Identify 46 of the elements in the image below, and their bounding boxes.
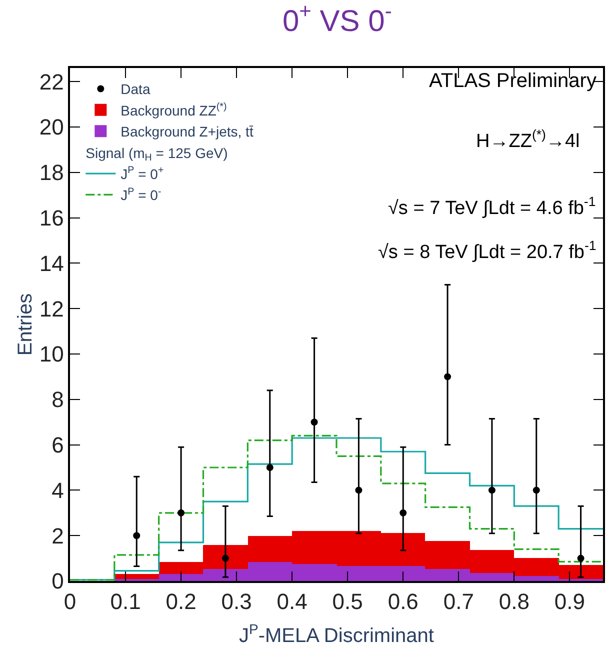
chart-title: 0$^{+}$ VS 0$^{-}$ — [282, 0, 392, 38]
point — [310, 418, 318, 426]
y-tick-label: 18 — [39, 160, 64, 186]
x-tick-label: 0.3 — [221, 589, 252, 614]
annotation: H→ZZ$^{(*)}$→4l — [476, 127, 580, 152]
point — [222, 554, 229, 562]
bar — [114, 574, 159, 579]
x-axis-title: J$^{P}$-MELA Discriminant — [239, 620, 434, 648]
y-tick-label: 10 — [39, 342, 64, 367]
x-tick-label: 0.9 — [554, 589, 585, 614]
point — [400, 509, 407, 516]
y-tick-label: 16 — [39, 206, 64, 231]
annotation: Signal (m$_{H}$ = 125 GeV) — [86, 144, 228, 164]
y-tick-label: 20 — [39, 114, 64, 140]
point — [488, 486, 496, 494]
point — [266, 464, 274, 471]
annotation: ATLAS Preliminary — [429, 70, 596, 92]
y-tick-label: 22 — [39, 69, 64, 94]
x-tick-label: 0.8 — [498, 589, 530, 614]
annotation: √s = 7 TeV ∫Ldt = 4.6 fb$^{-1}$ — [388, 194, 596, 219]
annotation: √s = 8 TeV ∫Ldt = 20.7 fb$^{-1}$ — [378, 238, 596, 263]
y-tick-label: 0 — [52, 568, 64, 594]
legend-label: J$^{P}$ = 0$^{-}$ — [120, 186, 162, 204]
point — [577, 554, 584, 562]
x-tick-label: 0.7 — [443, 589, 474, 614]
x-tick-label: 0.5 — [332, 589, 363, 614]
point — [355, 486, 362, 494]
legend-label: J$^{P}$ = 0$^{+}$ — [120, 165, 164, 182]
point — [178, 509, 185, 516]
y-tick-label: 14 — [39, 250, 64, 276]
y-tick-label: 12 — [39, 296, 64, 322]
y-tick-label: 2 — [52, 523, 64, 548]
point — [133, 532, 140, 540]
legend-label: Data — [120, 81, 150, 98]
x-tick-label: 0.2 — [166, 589, 196, 614]
legend-label: Background ZZ$^{(*)}$ — [120, 102, 227, 118]
y-tick-label: 6 — [52, 432, 64, 458]
x-tick-label: 0.4 — [276, 589, 308, 614]
x-tick-label: 0.1 — [110, 589, 141, 614]
point — [444, 373, 452, 380]
y-axis-title: Entries — [14, 293, 36, 356]
y-tick-label: 8 — [52, 387, 64, 412]
y-tick-label: 4 — [52, 478, 64, 503]
x-tick-label: 0.6 — [388, 589, 418, 614]
legend-label: Background Z+jets, tt̄ — [120, 124, 254, 140]
point — [532, 486, 540, 494]
